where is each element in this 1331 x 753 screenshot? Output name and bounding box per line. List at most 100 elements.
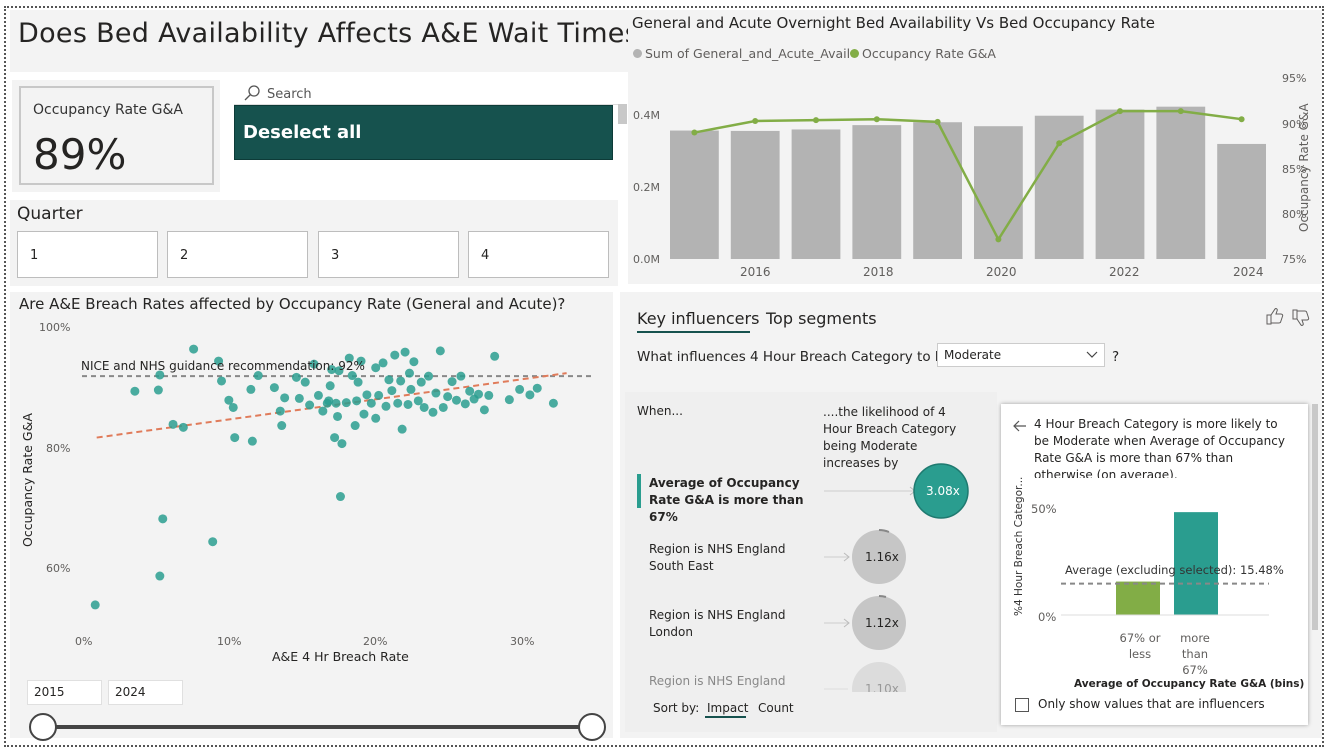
scatter-y-tick: 60% — [46, 562, 71, 575]
legend-label-occupancy: Occupancy Rate G&A — [862, 46, 996, 61]
scatter-point — [275, 406, 285, 416]
scatter-point — [153, 385, 163, 395]
influencer-list-bg — [625, 392, 997, 732]
influencer-label[interactable]: Region is NHS England London — [649, 608, 786, 639]
year-slider-end-handle[interactable] — [578, 713, 606, 741]
year-start-input[interactable]: 2015 — [27, 680, 102, 705]
quarter-option-2[interactable]: 2 — [167, 231, 308, 278]
bed-y-tick: 0.0M — [633, 253, 660, 266]
page-title: Does Bed Availability Affects A&E Wait T… — [18, 18, 654, 49]
scatter-point — [356, 356, 366, 366]
scatter-point — [325, 381, 335, 391]
bed-bar — [1156, 106, 1206, 259]
sort-impact[interactable]: Impact — [707, 701, 749, 715]
thumbs-up-icon[interactable] — [1264, 306, 1284, 326]
scatter-point — [400, 347, 410, 357]
bed-y2-tick: 85% — [1282, 163, 1307, 176]
influencer-label[interactable]: Region is NHS England South East — [649, 542, 786, 573]
scatter-x-axis-label: A&E 4 Hr Breach Rate — [272, 649, 409, 664]
scatter-point — [344, 353, 354, 363]
influencer-detail-popup: 4 Hour Breach Category is more likely to… — [1001, 404, 1308, 725]
occupancy-point — [691, 129, 698, 136]
influencer-bubble[interactable] — [852, 596, 906, 650]
scatter-point — [371, 413, 381, 423]
scatter-point — [168, 419, 178, 429]
scatter-point — [228, 402, 238, 412]
scatter-point — [208, 537, 218, 547]
influencers-only-checkbox[interactable] — [1015, 698, 1029, 712]
influencer-value: 1.12x — [865, 616, 899, 630]
thumbs-down-icon[interactable] — [1290, 308, 1310, 328]
bed-chart-title: General and Acute Overnight Bed Availabi… — [632, 14, 1155, 32]
scatter-y-tick: 80% — [46, 442, 71, 455]
scatter-point — [456, 371, 466, 381]
popup-average-label: Average (excluding selected): 15.48% — [1065, 563, 1284, 577]
slicer-search[interactable]: Search — [234, 82, 627, 105]
popup-scrollbar[interactable] — [1312, 404, 1318, 630]
scatter-point — [396, 376, 406, 386]
scatter-point — [465, 386, 475, 396]
occupancy-point — [1117, 108, 1123, 115]
influencer-value: 1.16x — [865, 550, 899, 564]
quarter-option-4[interactable]: 4 — [468, 231, 609, 278]
scatter-point — [330, 433, 340, 443]
quarter-option-1[interactable]: 1 — [17, 231, 158, 278]
influencer-question: What influences 4 Hour Breach Category t… — [637, 349, 952, 365]
scatter-point — [313, 390, 323, 400]
popup-bar-chart — [1061, 512, 1269, 616]
popup-bar — [1174, 512, 1218, 615]
scatter-point — [331, 398, 341, 408]
scatter-title: Are A&E Breach Rates affected by Occupan… — [19, 295, 566, 313]
scatter-point — [366, 398, 376, 408]
scatter-point — [384, 375, 394, 385]
scatter-point — [474, 389, 484, 399]
year-end-input[interactable]: 2024 — [108, 680, 183, 705]
search-placeholder: Search — [267, 87, 312, 102]
quarter-option-3[interactable]: 3 — [318, 231, 459, 278]
scatter-point — [130, 386, 140, 396]
scatter-point — [484, 390, 494, 400]
scatter-point — [214, 356, 224, 366]
influencer-bubble[interactable] — [913, 463, 969, 519]
scatter-point — [419, 402, 429, 412]
scatter-plot — [82, 344, 594, 610]
tab-key-influencers[interactable]: Key influencers — [637, 309, 760, 328]
year-slider-start-handle[interactable] — [29, 713, 57, 741]
influencer-label[interactable]: Average of Occupancy Rate G&A is more th… — [649, 476, 804, 524]
scatter-point — [224, 395, 234, 405]
scatter-point — [155, 571, 165, 581]
occupancy-point — [934, 118, 941, 125]
scatter-point — [280, 393, 290, 403]
year-slider-track[interactable] — [42, 725, 591, 729]
scatter-point — [253, 371, 263, 381]
scatter-point — [334, 366, 344, 376]
sort-count[interactable]: Count — [758, 701, 794, 715]
scatter-point — [341, 398, 351, 408]
tab-top-segments[interactable]: Top segments — [766, 309, 877, 328]
influencer-bubble[interactable] — [852, 530, 906, 584]
deselect-all-button[interactable]: Deselect all — [234, 105, 613, 160]
trend-line — [96, 372, 567, 439]
slicer-scrollbar[interactable] — [618, 104, 627, 124]
legend-dot-grey — [633, 49, 642, 58]
bed-bar — [1034, 115, 1084, 259]
bed-x-tick: 2024 — [1233, 265, 1264, 279]
back-arrow-icon[interactable] — [1013, 420, 1027, 432]
scatter-point — [217, 376, 227, 386]
title-panel — [10, 10, 628, 72]
scatter-point — [435, 346, 445, 356]
scatter-point — [515, 384, 525, 394]
kpi-label: Occupancy Rate G&A — [33, 102, 183, 118]
tab-underline — [637, 331, 750, 333]
scatter-point — [246, 384, 256, 394]
category-dropdown[interactable]: Moderate — [937, 343, 1105, 367]
popup-y-tick: 50% — [1031, 502, 1057, 516]
scatter-point — [443, 392, 453, 402]
scatter-point — [371, 363, 381, 373]
scatter-point — [90, 600, 100, 610]
when-label: When... — [637, 404, 683, 418]
popup-bar-label: more than 67% — [1180, 631, 1210, 677]
scatter-point — [178, 422, 188, 432]
scatter-point — [353, 377, 363, 387]
scatter-point — [158, 514, 168, 524]
